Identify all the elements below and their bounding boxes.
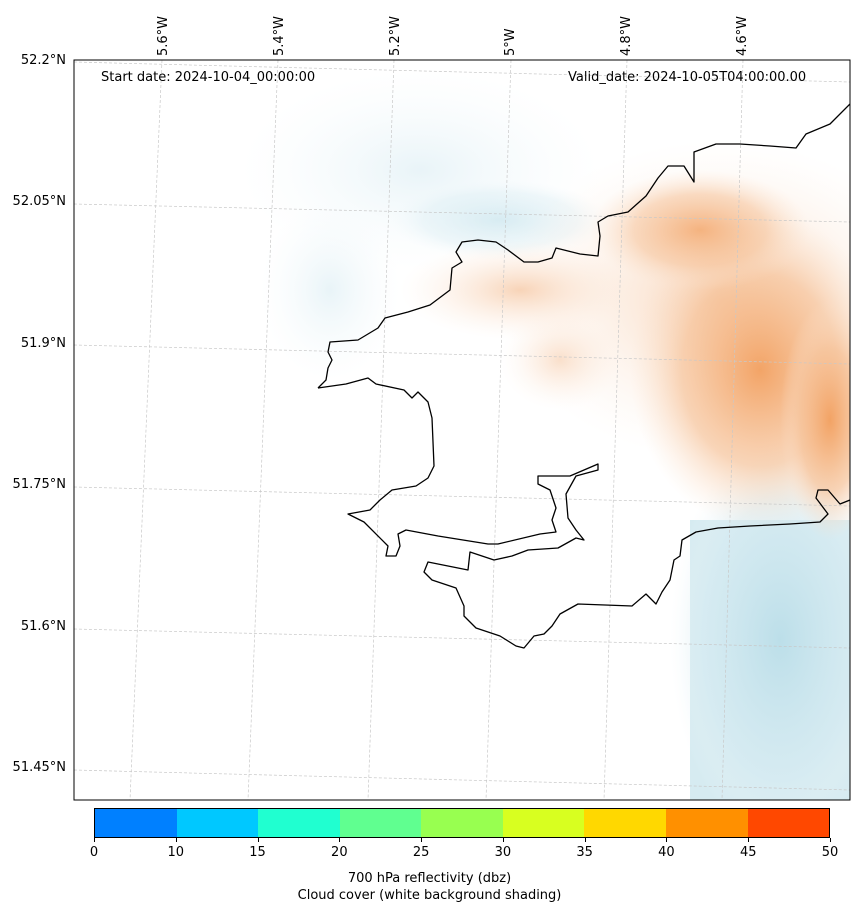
colorbar-tick-mark [830,838,831,842]
colorbar-tick-mark [94,838,95,842]
colorbar-tick-mark [584,838,586,842]
start-date-label: Start date: 2024-10-04_00:00:00 [101,70,316,85]
cloud-shading-southeast-core [670,440,850,800]
lon-label-5-4w: 5.4°W [272,15,287,56]
colorbar-label-reflectivity: 700 hPa reflectivity (dbz) [347,871,512,886]
graticule [74,60,850,800]
colorbar-tick-mark [421,838,423,842]
colorbar-tick-label: 0 [89,845,99,860]
cloud-shading-northwest [260,200,400,380]
reflectivity-inland [500,310,620,410]
lon-label-5w: 5°W [503,28,518,56]
colorbar-segment [665,809,748,837]
colorbar-tick-label: 10 [167,845,185,860]
colorbar-tick-label: 15 [249,845,266,860]
colorbar-segment [502,809,585,837]
colorbar-tick-label: 20 [331,845,348,860]
reflectivity-far-east [780,300,850,540]
colorbar-tick-mark [339,838,341,842]
colorbar-segment [421,809,503,837]
colorbar-tick-mark [257,838,259,842]
colorbar-tick-label: 25 [412,845,430,860]
lon-label-5-2w: 5.2°W [388,15,403,56]
lat-label-51-75n: 51.75°N [12,477,66,492]
colorbar-label-cloud-cover: Cloud cover (white background shading) [297,888,562,903]
colorbar-tick-mark [748,838,750,842]
lon-label-4-6w: 4.6°W [735,15,750,56]
coastline [317,103,850,649]
colorbar-tick-label: 35 [576,845,593,860]
colorbar-segment [258,809,340,837]
map-frame-border [73,59,851,801]
colorbar-segment [747,809,830,837]
lat-label-51-9n: 51.9°N [20,336,66,351]
lon-label-4-8w: 4.8°W [619,15,634,56]
lat-label-51-6n: 51.6°N [20,619,66,634]
colorbar-tick-mark [666,838,668,842]
lat-label-51-45n: 51.45°N [12,760,66,775]
lat-label-52-05n: 52.05°N [12,194,66,209]
colorbar-tick-label: 40 [658,845,675,860]
colorbar-tick-label: 30 [494,845,512,860]
valid-date-label: Valid_date: 2024-10-05T04:00:00.00 [568,70,807,85]
lon-label-5-6w: 5.6°W [156,15,171,56]
colorbar-segment [95,809,177,837]
colorbar [94,808,830,838]
colorbar-segment [339,809,422,837]
colorbar-tick-label: 50 [821,845,839,860]
reflectivity-northeast [590,170,810,290]
colorbar-tick-mark [175,838,177,842]
colorbar-tick-label: 45 [739,845,757,860]
lat-label-52-2n: 52.2°N [20,53,66,68]
colorbar-tick-mark [502,838,504,842]
colorbar-segment [176,809,259,837]
colorbar-segment [584,809,666,837]
